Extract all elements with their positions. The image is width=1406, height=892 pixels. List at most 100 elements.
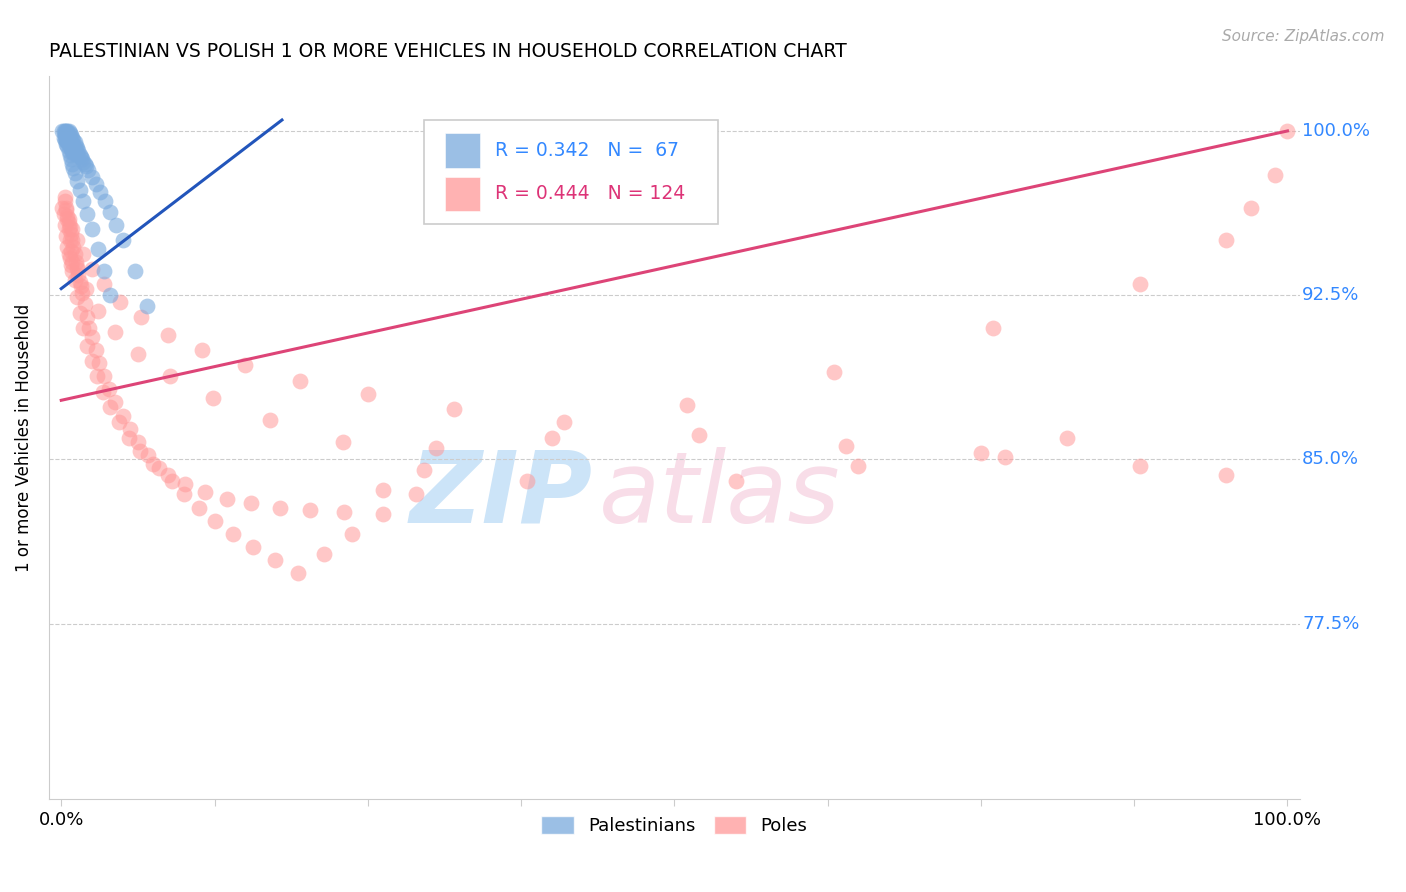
Point [98,382,121,396]
Point [59,148,82,162]
Point [290,374,312,388]
Point [60,137,83,152]
Point [75,159,97,173]
Point [91,384,114,399]
Y-axis label: 1 or more Vehicles in Household: 1 or more Vehicles in Household [15,303,32,572]
Point [63,246,86,260]
Point [72,154,94,169]
Point [53,133,76,147]
Point [675,398,697,412]
Point [56,139,79,153]
Point [105,218,128,232]
Point [70,153,93,167]
Point [84,177,107,191]
Point [59,251,82,265]
Text: atlas: atlas [599,447,841,544]
Point [58,246,80,260]
Point [52,124,75,138]
Point [233,358,256,372]
Point [204,514,226,528]
Point [173,487,195,501]
Point [53,189,76,203]
Point [55,130,77,145]
Point [156,467,179,482]
Point [98,205,121,219]
Point [77,163,100,178]
Point [84,343,107,357]
Point [129,310,152,324]
Point [371,507,394,521]
Point [93,264,115,278]
Point [58,130,80,145]
Point [87,242,110,256]
Point [60,141,83,155]
Point [1129,277,1152,292]
Point [87,303,110,318]
Point [59,133,82,147]
Point [65,145,87,160]
Point [104,326,127,340]
Point [58,124,80,138]
Point [63,135,86,149]
Point [72,321,94,335]
Point [56,211,79,226]
Point [53,124,76,138]
Point [111,234,134,248]
Point [340,527,363,541]
Point [287,566,309,581]
Legend: Palestinians, Poles: Palestinians, Poles [533,806,817,844]
Point [724,475,747,489]
Point [53,194,76,208]
Point [516,475,538,489]
Point [222,527,245,541]
Point [1215,467,1237,482]
Point [63,141,86,155]
Point [66,234,89,248]
Point [86,369,108,384]
Point [60,258,83,272]
Point [215,491,238,506]
Point [263,553,285,567]
Point [67,144,90,158]
Point [127,434,149,449]
Point [73,157,96,171]
Point [55,201,77,215]
Point [69,275,91,289]
Point [79,321,101,335]
Point [76,207,98,221]
Point [66,261,89,276]
Point [70,279,93,293]
Point [59,126,82,140]
Point [58,144,80,158]
Point [60,157,83,171]
Point [72,246,94,260]
Point [835,439,858,453]
Point [118,422,141,436]
Text: 85.0%: 85.0% [1302,450,1360,468]
Point [1215,234,1237,248]
Point [52,207,75,221]
Point [846,458,869,473]
Point [63,165,86,179]
Point [823,365,845,379]
Point [156,327,179,342]
Point [194,485,217,500]
Point [58,222,80,236]
Point [51,124,73,138]
Point [299,503,322,517]
Point [55,229,77,244]
Point [51,201,73,215]
Point [62,145,84,160]
Point [443,402,465,417]
Point [108,415,131,429]
Point [148,461,170,475]
Point [60,244,83,259]
Point [66,260,89,274]
Point [688,428,710,442]
Point [62,139,84,153]
Text: PALESTINIAN VS POLISH 1 OR MORE VEHICLES IN HOUSEHOLD CORRELATION CHART: PALESTINIAN VS POLISH 1 OR MORE VEHICLES… [49,42,846,61]
Point [80,354,103,368]
Point [269,500,291,515]
Point [187,500,209,515]
Point [66,141,89,155]
